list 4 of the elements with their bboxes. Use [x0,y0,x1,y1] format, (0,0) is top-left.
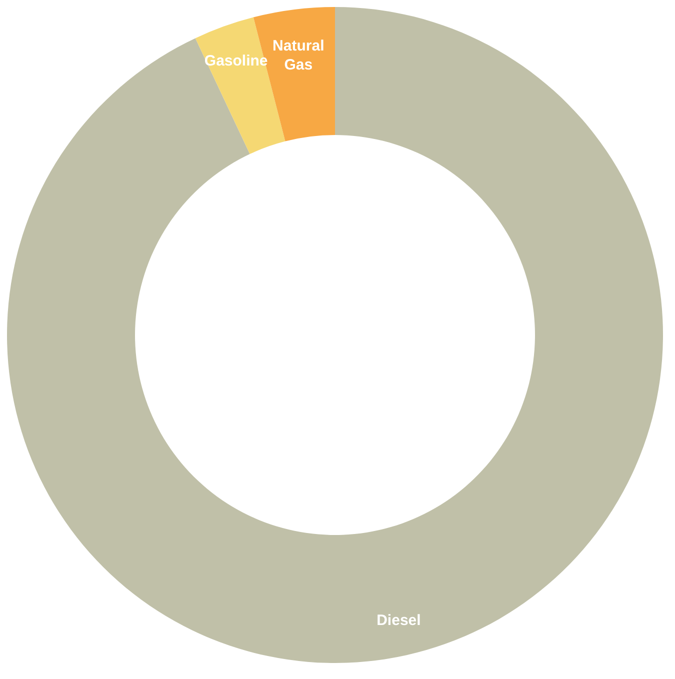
slice-label: Natural Gas [272,37,324,74]
slice-label: Diesel [376,612,421,629]
slice-label: Gasoline [204,52,268,70]
donut-slice [7,7,663,663]
